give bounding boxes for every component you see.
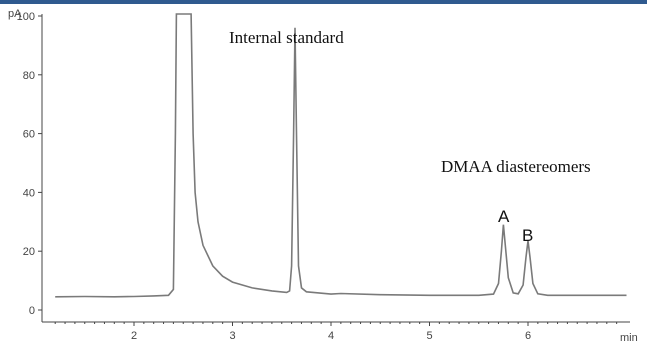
- y-tick-label: 20: [23, 246, 35, 258]
- annotation-dmaa-diastereomers: DMAA diastereomers: [441, 157, 591, 176]
- x-axis-ticks: 2 3 4 5 6: [54, 322, 618, 342]
- x-axis-label: min: [620, 332, 638, 344]
- y-tick-label: 60: [23, 129, 35, 141]
- y-tick-label: 0: [29, 305, 35, 317]
- y-tick-label: 40: [23, 187, 35, 199]
- y-axis-ticks: 0 20 40 60 80 100: [17, 11, 42, 317]
- x-tick-label: 4: [328, 330, 334, 342]
- plot-area: 0 20 40 60 80 100 2 3 4 5 6 pA min Internal stand…: [8, 8, 638, 344]
- annotation-peak-a: A: [498, 207, 510, 226]
- y-axis-label: pA: [8, 8, 22, 20]
- x-tick-label: 3: [229, 330, 235, 342]
- y-tick-label: 80: [23, 70, 35, 82]
- top-rule: [0, 0, 647, 4]
- y-tick-label: 100: [17, 11, 35, 23]
- x-tick-label: 2: [131, 330, 137, 342]
- annotation-internal-standard: Internal standard: [229, 28, 344, 47]
- chromatogram-trace: [55, 13, 627, 298]
- annotation-peak-b: B: [522, 226, 533, 245]
- x-tick-label: 5: [426, 330, 432, 342]
- x-tick-label: 6: [525, 330, 531, 342]
- series-layer: [55, 13, 627, 298]
